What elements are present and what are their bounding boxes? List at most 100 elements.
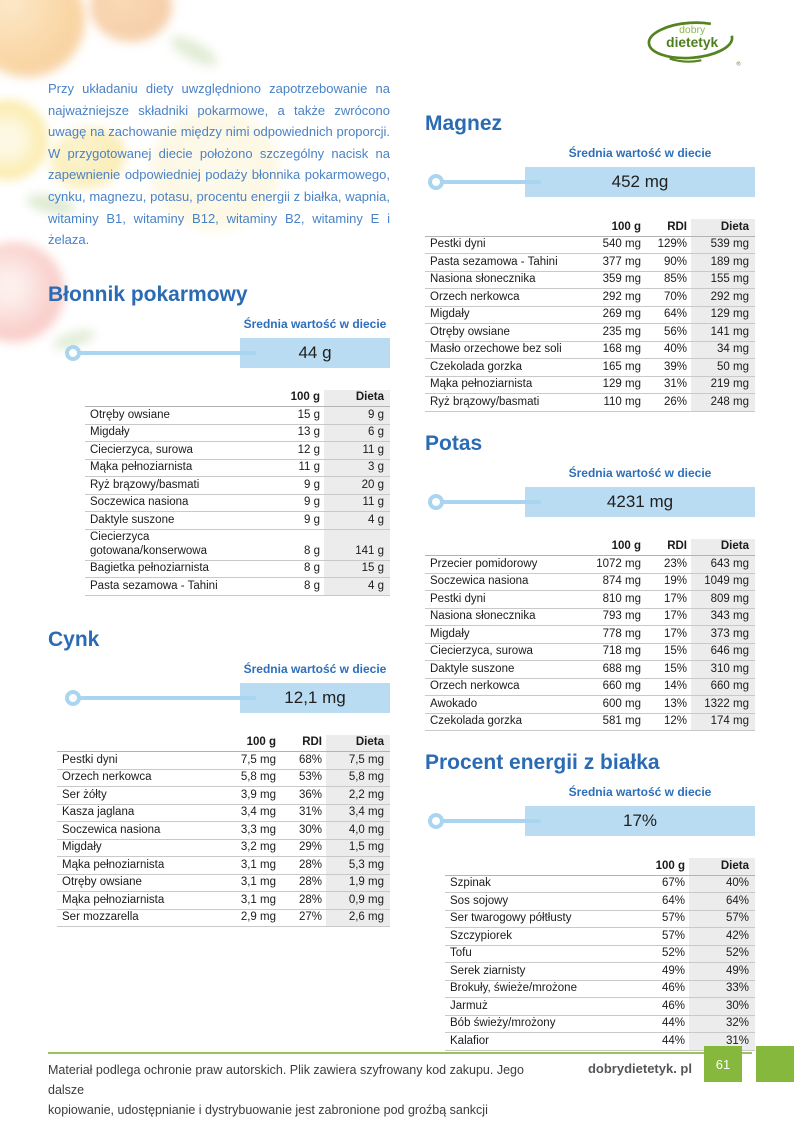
value-cell: 3,2 mg [218, 839, 280, 858]
value-cell: 28% [280, 891, 326, 910]
average-value-meter: Średnia wartość w diecie 12,1 mg [48, 662, 390, 713]
table-row: Otręby owsiane 3,1 mg 28% 1,9 mg [57, 874, 390, 893]
value-cell: 67% [623, 875, 689, 893]
table-row: Soczewica nasiona 9 g 11 g [85, 494, 390, 513]
value-cell: 15 g [258, 406, 324, 425]
table-row: Daktyle suszone 688 mg 15% 310 mg [425, 660, 755, 679]
column-header: RDI [645, 538, 691, 556]
dobry-dietetyk-logo: dobry dietetyk ® [647, 21, 741, 67]
food-name: Szpinak [445, 875, 623, 893]
value-cell: 219 mg [691, 376, 755, 394]
value-cell: 155 mg [691, 271, 755, 289]
food-name: Migdały [425, 306, 583, 324]
value-cell: 64% [623, 892, 689, 911]
value-cell: 12 g [258, 441, 324, 460]
food-name: Ser twarogowy półtłusty [445, 910, 623, 928]
meter-value: 452 mg [611, 172, 669, 191]
value-cell: 9 g [324, 406, 390, 425]
value-cell: 8 g [258, 560, 324, 579]
section-title-procent: Procent energii z białka [425, 751, 660, 774]
value-cell: 8 g [258, 577, 324, 596]
table-header-row: 100 g RDI Dieta [425, 538, 755, 556]
food-name: Brokuły, świeże/mrożone [445, 980, 623, 998]
value-cell: 810 mg [583, 590, 645, 609]
value-cell: 3,1 mg [218, 874, 280, 893]
value-cell: 269 mg [583, 306, 645, 324]
table-row: Jarmuż 46% 30% [445, 997, 755, 1016]
value-cell: 3,1 mg [218, 856, 280, 875]
value-cell: 343 mg [691, 608, 755, 626]
value-cell: 39% [645, 358, 691, 377]
meter-value-bar: 452 mg [525, 167, 755, 197]
value-cell: 165 mg [583, 358, 645, 377]
nutrient-table-magnez: 100 g RDI Dieta Pestki dyni 540 mg 129% 539 mg… [425, 219, 755, 412]
table-row: Sos sojowy 64% 64% [445, 892, 755, 911]
lemon-slice-illustration [0, 100, 48, 180]
slider-track [79, 350, 256, 355]
copyright-line-1: Materiał podlega ochronie praw autorskic… [48, 1063, 524, 1097]
table-row: Ciecierzyca, surowa 718 mg 15% 646 mg [425, 643, 755, 661]
food-name: Orzech nerkowca [425, 678, 583, 696]
value-cell: 57% [689, 910, 755, 928]
table-row: Masło orzechowe bez soli 168 mg 40% 34 mg [425, 341, 755, 359]
value-cell: 809 mg [691, 590, 755, 609]
value-cell: 4 g [324, 577, 390, 596]
value-cell: 3,1 mg [218, 891, 280, 910]
value-cell: 64% [689, 892, 755, 911]
table-header-row: 100 g RDI Dieta [57, 734, 390, 753]
value-cell: 50 mg [691, 358, 755, 377]
meter-value-bar: 4231 mg [525, 486, 755, 517]
value-cell: 2,2 mg [326, 786, 390, 805]
slider-track [442, 819, 541, 823]
table-row: Ciecierzyca, surowa 12 g 11 g [85, 441, 390, 460]
column-header: Dieta [689, 858, 755, 876]
tangerine-illustration [90, 0, 172, 42]
value-cell: 3,4 mg [218, 804, 280, 823]
table-row: Bób świeży/mrożony 44% 32% [445, 1015, 755, 1033]
value-cell: 7,5 mg [326, 751, 390, 770]
value-cell: 2,6 mg [326, 909, 390, 928]
column-header: Dieta [691, 538, 755, 556]
food-name: Bób świeży/mrożony [445, 1015, 623, 1033]
table-row: Czekolada gorzka 581 mg 12% 174 mg [425, 713, 755, 731]
value-cell: 17% [645, 625, 691, 644]
meter-label: Średnia wartość w diecie [568, 465, 712, 480]
right-column: Magnez Średnia wartość w diecie 452 mg 1… [425, 112, 755, 1051]
food-name: Orzech nerkowca [57, 769, 218, 788]
section-cynk: Cynk Średnia wartość w diecie 12,1 mg 10… [48, 628, 390, 928]
value-cell: 17% [645, 590, 691, 609]
value-cell: 15 g [324, 560, 390, 579]
food-name: Pestki dyni [425, 590, 583, 609]
nutrient-table-potas: 100 g RDI Dieta Przecier pomidorowy 1072 mg 2… [425, 538, 755, 732]
value-cell: 32% [689, 1015, 755, 1033]
food-name: Migdały [57, 839, 218, 858]
average-value-meter: Średnia wartość w diecie 4231 mg [425, 466, 755, 517]
section-title-cynk: Cynk [48, 627, 100, 651]
column-header: 100 g [583, 219, 645, 237]
food-name: Soczewica nasiona [57, 821, 218, 840]
value-cell: 1049 mg [691, 573, 755, 591]
food-name: Otręby owsiane [425, 323, 583, 342]
column-header [425, 219, 583, 237]
table-row: Szczypiorek 57% 42% [445, 927, 755, 946]
value-cell: 53% [280, 769, 326, 788]
value-cell: 31% [280, 804, 326, 823]
column-header [57, 734, 218, 753]
value-cell: 4 g [324, 511, 390, 530]
table-row: Ser żółty 3,9 mg 36% 2,2 mg [57, 786, 390, 805]
column-header: Dieta [691, 219, 755, 237]
meter-value: 44 g [298, 342, 332, 362]
food-name: Mąka pełnoziarnista [85, 459, 258, 478]
value-cell: 27% [280, 909, 326, 928]
value-cell: 85% [645, 271, 691, 289]
food-name: Tofu [445, 945, 623, 963]
column-header: Dieta [324, 389, 390, 408]
value-cell: 15% [645, 643, 691, 661]
value-cell: 718 mg [583, 643, 645, 661]
food-name: Kasza jaglana [57, 804, 218, 823]
food-name: Mąka pełnoziarnista [57, 891, 218, 910]
table-row: Orzech nerkowca 292 mg 70% 292 mg [425, 288, 755, 307]
value-cell: 52% [623, 945, 689, 963]
food-name: Soczewica nasiona [425, 573, 583, 591]
